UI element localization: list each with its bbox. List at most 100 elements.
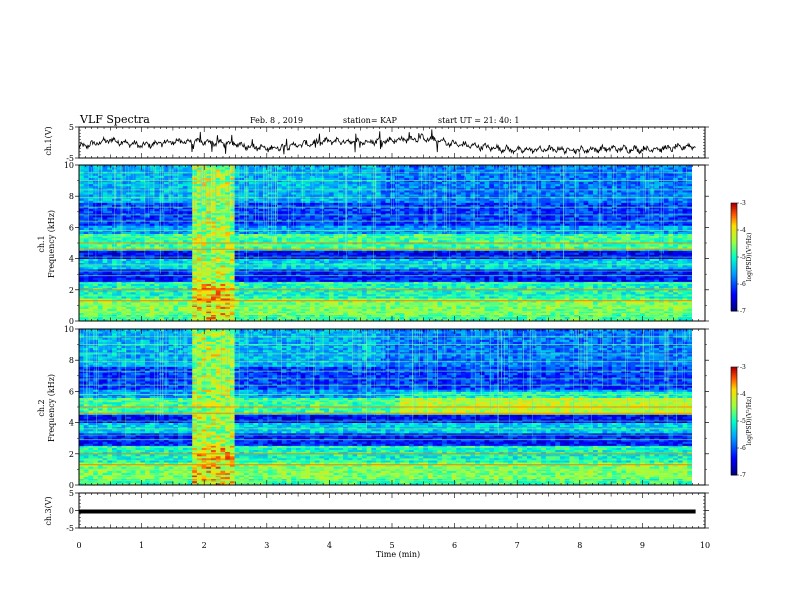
ch1-spectrogram-cell xyxy=(498,306,504,309)
ch1-spectrogram-cell xyxy=(385,293,391,297)
ch1-spectrogram-cell xyxy=(173,296,179,299)
ch1-spectrogram-cell xyxy=(630,302,636,305)
ch1-spectrogram-cell xyxy=(347,318,353,322)
ch1-spectrogram-cell xyxy=(135,296,141,299)
ch1-spectrogram-cell xyxy=(376,308,382,311)
ch1-spectrogram-cell xyxy=(168,308,174,311)
ch1-spectrogram-cell xyxy=(206,306,212,309)
ch1-spectrogram-cell xyxy=(163,316,169,320)
ch1-spectrogram-cell xyxy=(413,293,419,297)
ch1-spectrogram-cell xyxy=(687,308,693,311)
ch1-spectrogram-cell xyxy=(465,306,471,309)
ch1-spectrogram-cell xyxy=(225,312,231,316)
ch1-spectrogram-cell xyxy=(357,296,363,299)
ch1-spectrogram-cell xyxy=(192,308,198,311)
ch1-spectrogram-cell xyxy=(592,316,599,320)
ch1-spectrogram-cell xyxy=(88,293,94,297)
ch1-spectrogram-cell xyxy=(380,318,386,322)
ch1-spectrogram-cell xyxy=(187,296,193,299)
ch1-spectrogram-cell xyxy=(291,300,297,303)
ch1-spectrogram-cell xyxy=(545,298,551,301)
ch1-spectrogram-cell xyxy=(357,318,363,322)
ch1-spectrogram-cell xyxy=(404,306,410,309)
ch1-spectrogram-cell xyxy=(130,306,136,309)
ch1-spectrogram-cell xyxy=(154,308,160,311)
ch1-spectrogram-cell xyxy=(409,296,415,299)
ch1-spectrogram-cell xyxy=(588,318,594,322)
ch1-spectrogram-cell xyxy=(470,312,476,316)
ch1-spectrogram-cell xyxy=(550,312,556,316)
ch1-spectrogram-cell xyxy=(130,318,136,322)
ch1-spectrogram-cell xyxy=(394,293,401,297)
ch1-spectrogram-cell xyxy=(635,308,641,311)
ch1-spectrogram-cell xyxy=(281,300,287,303)
ch1-spectrogram-cell xyxy=(225,308,231,311)
ch1-spectrogram-cell xyxy=(248,316,254,320)
ch1-spectrogram-cell xyxy=(135,298,141,301)
ch1-spectrogram-cell xyxy=(380,293,386,297)
ch1-spectrogram-cell xyxy=(93,293,99,297)
ch1-spectrogram-cell xyxy=(305,316,311,320)
ch1-spectrogram-cell xyxy=(649,316,655,320)
ch1-spectrogram-cell xyxy=(229,298,236,301)
ch1-spectrogram-cell xyxy=(130,293,136,297)
ch1-spectrogram-cell xyxy=(682,312,688,316)
ch1-spectrogram-cell xyxy=(607,302,613,305)
ch1-spectrogram-cell xyxy=(583,306,589,309)
ch1-spectrogram-cell xyxy=(484,312,490,316)
ch1-spectrogram-cell xyxy=(578,298,584,301)
ch1-spectrogram-cell xyxy=(663,318,669,322)
ch1-spectrogram-cell xyxy=(644,318,650,322)
ch1-spectrogram-cell xyxy=(163,298,169,301)
ch1-spectrogram-cell xyxy=(333,300,339,303)
ch1-spectrogram-cell xyxy=(333,296,339,299)
ch1-spectrogram-cell xyxy=(621,308,627,311)
ch1-spectrogram-cell xyxy=(460,316,467,320)
ch1-spectrogram-cell xyxy=(602,300,608,303)
ch1-spectrogram-cell xyxy=(512,306,518,309)
ch1-spectrogram-cell xyxy=(489,293,495,297)
ch1-spectrogram-cell xyxy=(93,308,99,311)
ch1-spectrogram-cell xyxy=(574,298,580,301)
ch1-spectrogram-cell xyxy=(88,298,94,301)
ch1-spectrogram-cell xyxy=(583,308,589,311)
ch1-spectrogram-cell xyxy=(116,306,122,309)
ch1-spectrogram-cell xyxy=(126,308,132,311)
ch1-spectrogram-cell xyxy=(640,300,646,303)
ch1-spectrogram-cell xyxy=(654,316,660,320)
ch1-spectrogram-cell xyxy=(376,300,382,303)
ch1-spectrogram-cell xyxy=(130,312,136,316)
ch1-spectrogram-cell xyxy=(338,298,344,301)
ch1-spectrogram-cell xyxy=(366,302,372,305)
ch1-spectrogram-cell xyxy=(267,296,273,299)
ch1-spectrogram-cell xyxy=(418,302,424,305)
ch1-spectrogram-cell xyxy=(531,300,537,303)
ch1-spectrogram-cell xyxy=(583,316,589,320)
ch1-spectrogram-cell xyxy=(215,298,221,301)
ch1-spectrogram-cell xyxy=(272,298,278,301)
ch1-spectrogram-cell xyxy=(333,318,339,322)
ch1-spectrogram-cell xyxy=(291,296,297,299)
ch1-spectrogram-cell xyxy=(361,318,368,322)
ch1-spectrogram-cell xyxy=(588,296,594,299)
ch1-spectrogram-cell xyxy=(404,312,410,316)
ch1-spectrogram-cell xyxy=(244,296,250,299)
ch1-spectrogram-cell xyxy=(404,302,410,305)
ch1-spectrogram-cell xyxy=(338,316,344,320)
ch1-spectrogram-cell xyxy=(489,316,495,320)
ch1-spectrogram-cell xyxy=(493,296,500,299)
ch1-spectrogram-cell xyxy=(229,293,236,297)
ch1-spectrogram-cell xyxy=(319,318,325,322)
ch1-spectrogram-cell xyxy=(413,300,419,303)
ch1-spectrogram-cell xyxy=(178,302,184,305)
ch1-spectrogram-cell xyxy=(178,300,184,303)
ch1-spectrogram-cell xyxy=(267,302,273,305)
ch1-spectrogram-cell xyxy=(545,312,551,316)
ch1-spectrogram-cell xyxy=(291,298,297,301)
ch1-spectrogram-cell xyxy=(673,306,679,309)
ch1-spectrogram-cell xyxy=(154,312,160,316)
ch1-spectrogram-cell xyxy=(300,296,306,299)
ch1-spectrogram-cell xyxy=(404,296,410,299)
ch1-spectrogram-cell xyxy=(328,318,335,322)
ch1-spectrogram-cell xyxy=(673,300,679,303)
